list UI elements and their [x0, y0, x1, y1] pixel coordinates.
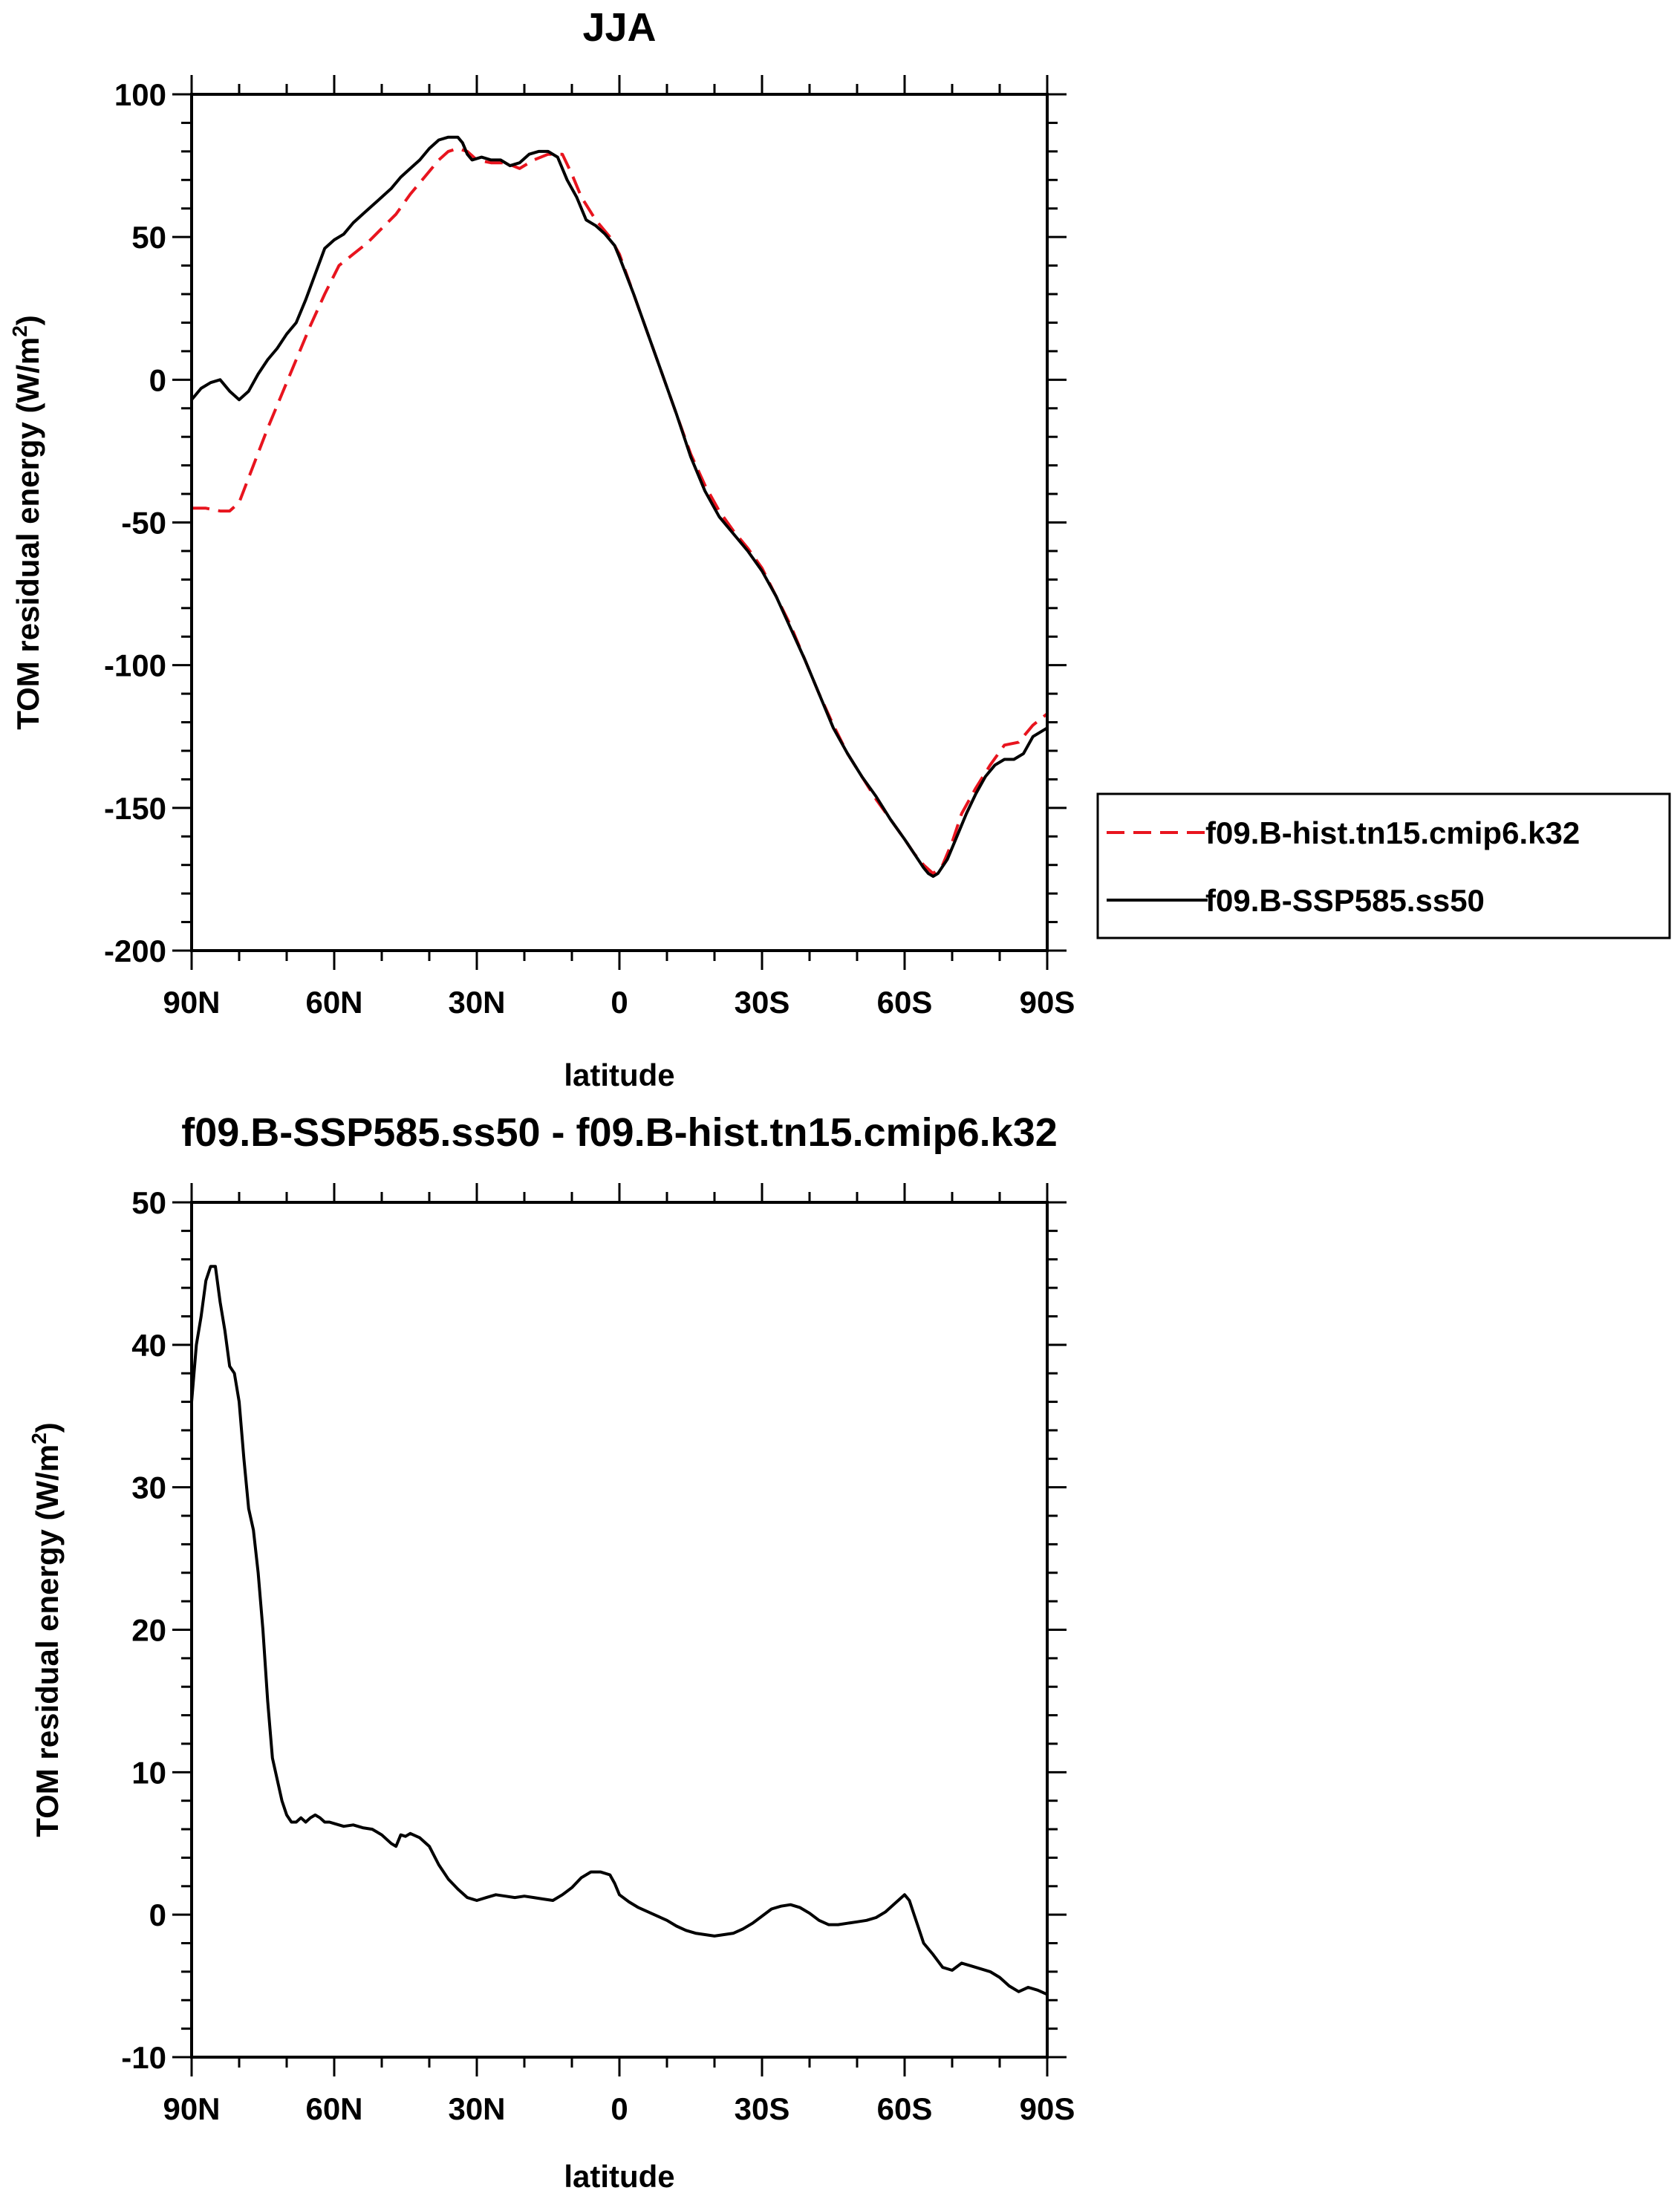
x-tick-label: 60S: [877, 2091, 933, 2126]
y-tick-label: 0: [149, 362, 166, 397]
x-tick-label: 60N: [305, 985, 362, 1020]
y-tick-label: 50: [131, 220, 166, 255]
plot-frame: [190, 93, 1049, 952]
x-tick-label: 60S: [877, 985, 933, 1020]
y-tick-label: 20: [131, 1613, 166, 1648]
x-tick-label: 90N: [163, 2091, 220, 2126]
y-tick-label: -100: [104, 648, 166, 683]
y-axis-label-text: TOM residual energy: [10, 413, 45, 729]
x-axis-label: latitude: [564, 2159, 674, 2194]
legend-label-2: f09.B-SSP585.ss50: [1205, 883, 1485, 918]
x-tick-label: 0: [611, 985, 628, 1020]
legend-box: [1096, 792, 1671, 939]
y-axis-unit: (W/m: [10, 337, 45, 414]
y-tick-label: -50: [121, 506, 166, 541]
y-axis-unit-superscript: 2: [27, 1433, 51, 1444]
x-tick-label: 30N: [448, 2091, 505, 2126]
x-tick-label: 0: [611, 2091, 628, 2126]
series-group: [192, 135, 1047, 879]
y-axis-unit-close: ): [30, 1422, 65, 1433]
y-tick-label: -200: [104, 934, 166, 968]
x-tick-label: 30S: [735, 985, 790, 1020]
y-tick-label: 100: [114, 77, 166, 112]
y-axis-label: TOM residual energy (W/m2): [8, 315, 45, 730]
y-tick-label: -10: [121, 2040, 166, 2075]
panel-2: f09.B-SSP585.ss50 - f09.B-hist.tn15.cmip…: [27, 1110, 1075, 2194]
x-tick-label: 60N: [305, 2091, 362, 2126]
series-line-2: [192, 135, 1047, 879]
legend: f09.B-hist.tn15.cmip6.k32 f09.B-SSP585.ss…: [1096, 792, 1671, 939]
series-group: [192, 1265, 1047, 1996]
y-tick-label: 30: [131, 1470, 166, 1505]
x-tick-label: 90S: [1020, 2091, 1075, 2126]
y-axis-unit: (W/m: [30, 1444, 65, 1521]
y-axis-label: TOM residual energy (W/m2): [27, 1422, 65, 1837]
y-tick-label: 10: [131, 1755, 166, 1790]
y-tick-label: 40: [131, 1328, 166, 1363]
panel-1: JJA 90N 60N 30N 0 30S 60S 90S 100 50 0 -50 -100 -150 -…: [8, 5, 1671, 1092]
series-line-1: [192, 1265, 1047, 1996]
y-axis-label-text: TOM residual energy: [30, 1520, 65, 1837]
x-tick-label: 30N: [448, 985, 505, 1020]
x-tick-label: 90S: [1020, 985, 1075, 1020]
y-axis-unit-close: ): [10, 315, 45, 325]
x-tick-label: 90N: [163, 985, 220, 1020]
legend-label-1: f09.B-hist.tn15.cmip6.k32: [1205, 815, 1580, 850]
x-tick-label: 30S: [735, 2091, 790, 2126]
y-tick-label: -150: [104, 791, 166, 826]
chart-title: f09.B-SSP585.ss50 - f09.B-hist.tn15.cmip…: [181, 1110, 1058, 1155]
chart-title: JJA: [582, 5, 656, 50]
y-tick-label: 0: [149, 1897, 166, 1932]
x-axis-label: latitude: [564, 1058, 674, 1092]
y-axis-unit-superscript: 2: [8, 325, 31, 337]
y-tick-label: 50: [131, 1185, 166, 1220]
